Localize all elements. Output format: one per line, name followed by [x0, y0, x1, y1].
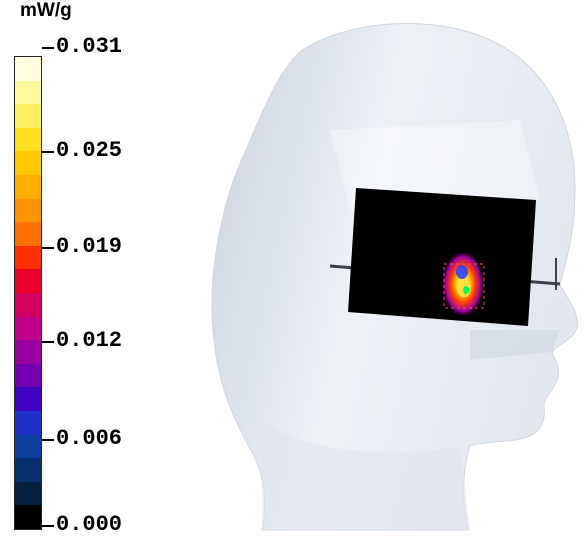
legend-swatch: [15, 80, 41, 105]
legend-swatch: [15, 434, 41, 459]
sar-hotspot: [441, 250, 485, 318]
legend-swatch: [15, 104, 41, 129]
legend-swatch: [15, 505, 41, 530]
legend-tick-mark: [42, 247, 54, 249]
legend-swatch: [15, 245, 41, 270]
legend-color-scale: [14, 56, 42, 530]
legend-unit-label: mW/g: [20, 0, 72, 21]
legend-swatch: [15, 363, 41, 388]
legend-swatch: [15, 293, 41, 318]
legend-swatch: [15, 222, 41, 247]
legend-tick-max: 0.031: [56, 34, 123, 59]
legend-swatch: [15, 151, 41, 176]
legend-swatch: [15, 316, 41, 341]
legend-tick-mark: [42, 47, 54, 49]
legend-swatch: [15, 458, 41, 483]
legend-swatch: [15, 481, 41, 506]
legend-tick-4: 0.012: [56, 328, 123, 353]
legend-tick-mark: [42, 525, 54, 527]
legend-tick-5: 0.006: [56, 426, 123, 451]
legend-tick-mark: [42, 439, 54, 441]
legend-tick-2: 0.025: [56, 138, 123, 163]
legend-tick-3: 0.019: [56, 234, 123, 259]
legend-swatch: [15, 57, 41, 82]
sar-scan-area: [348, 188, 536, 326]
legend-tick-mark: [42, 151, 54, 153]
legend-swatch: [15, 175, 41, 200]
legend-swatch: [15, 387, 41, 412]
legend-swatch: [15, 411, 41, 436]
legend-swatch: [15, 198, 41, 223]
legend-swatch: [15, 269, 41, 294]
legend-tick-mark: [42, 341, 54, 343]
legend-swatch: [15, 340, 41, 365]
legend-swatch: [15, 127, 41, 152]
legend-tick-min: 0.000: [56, 512, 123, 537]
